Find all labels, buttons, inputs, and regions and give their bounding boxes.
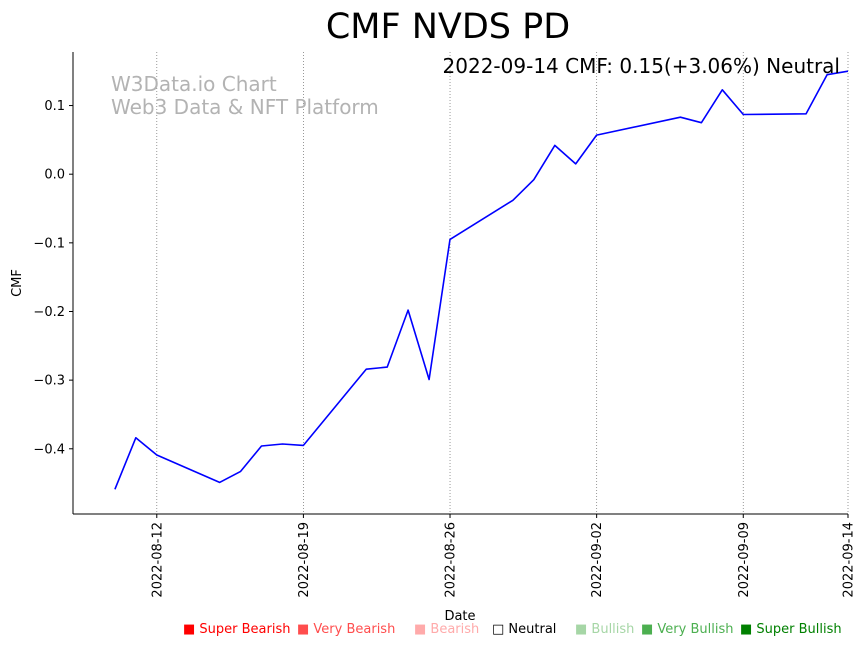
legend-item-bearish: ■ Bearish [414, 622, 479, 637]
x-tick-label: 2022-09-09 [737, 522, 752, 598]
x-axis-ticks: 2022-08-12 2022-08-19 2022-08-26 2022-09-02… [150, 514, 857, 598]
chart-title: CMF NVDS PD [326, 7, 570, 47]
y-tick-label: 0.1 [44, 99, 65, 114]
y-tick-label: −0.2 [33, 305, 65, 320]
y-tick-label: −0.1 [33, 236, 65, 251]
watermark-line-1: W3Data.io Chart [111, 72, 277, 96]
y-tick-label: −0.4 [33, 442, 65, 457]
legend-item-super-bearish: ■ Super Bearish [183, 622, 291, 637]
watermark-line-2: Web3 Data & NFT Platform [111, 95, 379, 119]
legend-item-neutral: □ Neutral [492, 622, 556, 637]
latest-value-annotation: 2022-09-14 CMF: 0.15(+3.06%) Neutral [443, 54, 840, 78]
x-tick-label: 2022-08-26 [444, 522, 459, 598]
x-axis-label: Date [444, 609, 475, 624]
y-tick-label: 0.0 [44, 168, 65, 183]
x-tick-label: 2022-09-02 [590, 522, 605, 598]
legend-item-very-bearish: ■ Very Bearish [297, 622, 395, 637]
x-tick-label: 2022-08-19 [297, 522, 312, 598]
x-tick-label: 2022-09-14 [842, 522, 857, 598]
legend-item-very-bullish: ■ Very Bullish [641, 622, 733, 637]
legend: ■ Super Bearish ■ Very Bearish ■ Bearish □ … [183, 622, 842, 637]
y-tick-label: −0.3 [33, 374, 65, 389]
legend-item-bullish: ■ Bullish [575, 622, 634, 637]
x-tick-label: 2022-08-12 [150, 522, 165, 598]
legend-item-super-bullish: ■ Super Bullish [740, 622, 842, 637]
cmf-series-line [114, 70, 849, 490]
grid-lines [156, 52, 849, 514]
series-layer [114, 70, 849, 490]
y-axis-label: CMF [10, 269, 25, 297]
y-axis-ticks: 0.1 0.0 −0.1 −0.2 −0.3 −0.4 [33, 99, 73, 457]
